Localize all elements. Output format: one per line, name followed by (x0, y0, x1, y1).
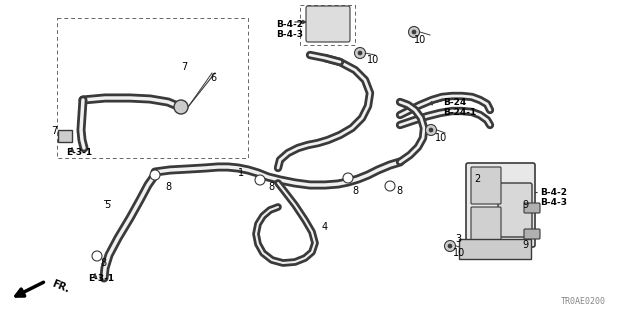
FancyBboxPatch shape (498, 183, 532, 237)
Bar (57, 18, 248, 158)
Text: 7: 7 (51, 126, 57, 136)
FancyBboxPatch shape (306, 6, 350, 42)
Text: E-3-1: E-3-1 (66, 148, 92, 157)
Text: 7: 7 (181, 62, 188, 72)
Circle shape (358, 51, 362, 55)
Text: 9: 9 (522, 200, 528, 210)
Text: 10: 10 (453, 248, 465, 258)
Text: 4: 4 (322, 222, 328, 232)
Circle shape (174, 100, 188, 114)
Text: 2: 2 (474, 174, 480, 184)
Text: 8: 8 (352, 186, 358, 196)
Text: B-24
B-24-1: B-24 B-24-1 (443, 98, 476, 117)
Text: 8: 8 (396, 186, 402, 196)
Circle shape (92, 251, 102, 261)
Bar (300, 5, 355, 45)
Text: TR0AE0200: TR0AE0200 (561, 297, 606, 306)
Circle shape (448, 244, 452, 248)
Circle shape (150, 170, 160, 180)
Text: FR.: FR. (50, 279, 70, 295)
Circle shape (355, 47, 365, 59)
Circle shape (408, 27, 419, 37)
Text: B-4-2
B-4-3: B-4-2 B-4-3 (540, 188, 567, 207)
Text: 8: 8 (268, 182, 274, 192)
Text: 8: 8 (165, 182, 171, 192)
FancyBboxPatch shape (459, 239, 531, 259)
Text: 3: 3 (455, 234, 461, 244)
Text: 9: 9 (522, 240, 528, 250)
Text: 10: 10 (367, 55, 380, 65)
Text: 10: 10 (414, 35, 426, 45)
FancyBboxPatch shape (524, 229, 540, 239)
FancyBboxPatch shape (471, 207, 501, 241)
Bar (58, 130, 72, 142)
Text: 8: 8 (100, 258, 106, 268)
Circle shape (429, 128, 433, 132)
Text: 10: 10 (435, 133, 447, 143)
Circle shape (343, 173, 353, 183)
Text: B-4-2
B-4-3: B-4-2 B-4-3 (276, 20, 303, 39)
FancyBboxPatch shape (471, 167, 501, 204)
Text: 6: 6 (210, 73, 216, 83)
FancyBboxPatch shape (466, 163, 535, 247)
Text: E-3-1: E-3-1 (88, 274, 114, 283)
Text: 1: 1 (238, 168, 244, 178)
Circle shape (412, 30, 416, 34)
Circle shape (255, 175, 265, 185)
Circle shape (426, 124, 436, 135)
Text: 5: 5 (104, 200, 110, 210)
FancyBboxPatch shape (524, 203, 540, 213)
Circle shape (385, 181, 395, 191)
Circle shape (445, 241, 456, 252)
